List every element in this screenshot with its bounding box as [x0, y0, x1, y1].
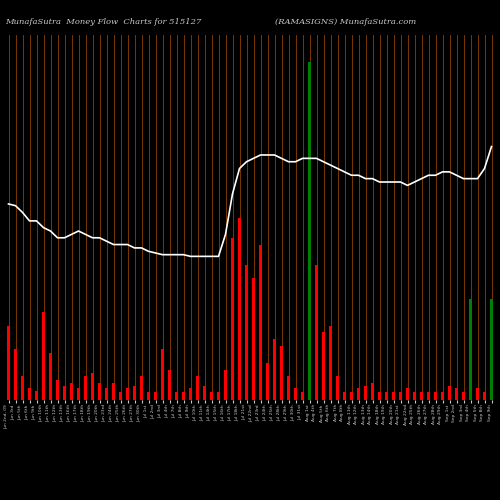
- Bar: [272, 339, 276, 400]
- Bar: [62, 386, 66, 400]
- Bar: [140, 376, 143, 400]
- Bar: [90, 373, 94, 400]
- Bar: [328, 326, 332, 400]
- Bar: [468, 298, 472, 400]
- Bar: [412, 392, 416, 400]
- Bar: [342, 392, 346, 400]
- Bar: [98, 383, 102, 400]
- Bar: [440, 392, 444, 400]
- Bar: [216, 392, 220, 400]
- Bar: [48, 352, 52, 400]
- Bar: [314, 265, 318, 400]
- Bar: [462, 392, 466, 400]
- Bar: [364, 386, 368, 400]
- Text: (RAMASIGNS) MunafaSutra.com: (RAMASIGNS) MunafaSutra.com: [275, 18, 416, 25]
- Bar: [182, 392, 186, 400]
- Bar: [350, 392, 354, 400]
- Bar: [132, 386, 136, 400]
- Bar: [258, 244, 262, 400]
- Bar: [104, 388, 108, 400]
- Bar: [202, 386, 206, 400]
- Bar: [476, 388, 480, 400]
- Bar: [490, 298, 494, 400]
- Bar: [392, 392, 396, 400]
- Bar: [238, 218, 242, 400]
- Bar: [426, 392, 430, 400]
- Bar: [308, 62, 312, 400]
- Bar: [14, 350, 18, 400]
- Bar: [6, 326, 10, 400]
- Bar: [160, 350, 164, 400]
- Bar: [56, 380, 60, 400]
- Bar: [70, 383, 73, 400]
- Bar: [336, 376, 340, 400]
- Bar: [146, 392, 150, 400]
- Bar: [42, 312, 46, 400]
- Bar: [448, 386, 452, 400]
- Bar: [434, 392, 438, 400]
- Bar: [420, 392, 424, 400]
- Bar: [118, 392, 122, 400]
- Bar: [230, 238, 234, 400]
- Bar: [356, 388, 360, 400]
- Bar: [300, 392, 304, 400]
- Bar: [406, 388, 409, 400]
- Bar: [454, 388, 458, 400]
- Bar: [384, 392, 388, 400]
- Bar: [322, 332, 326, 400]
- Bar: [294, 388, 298, 400]
- Bar: [482, 392, 486, 400]
- Bar: [286, 376, 290, 400]
- Text: MunafaSutra  Money Flow  Charts for 515127: MunafaSutra Money Flow Charts for 515127: [5, 18, 202, 25]
- Bar: [112, 383, 116, 400]
- Bar: [20, 376, 24, 400]
- Bar: [370, 383, 374, 400]
- Bar: [126, 388, 130, 400]
- Bar: [378, 392, 382, 400]
- Bar: [188, 388, 192, 400]
- Bar: [244, 265, 248, 400]
- Bar: [28, 388, 32, 400]
- Bar: [84, 376, 87, 400]
- Bar: [266, 363, 270, 400]
- Bar: [398, 392, 402, 400]
- Bar: [76, 388, 80, 400]
- Bar: [196, 376, 200, 400]
- Bar: [210, 392, 214, 400]
- Bar: [224, 370, 228, 400]
- Bar: [280, 346, 283, 400]
- Bar: [168, 370, 172, 400]
- Bar: [34, 390, 38, 400]
- Bar: [154, 392, 158, 400]
- Bar: [252, 278, 256, 400]
- Bar: [174, 392, 178, 400]
